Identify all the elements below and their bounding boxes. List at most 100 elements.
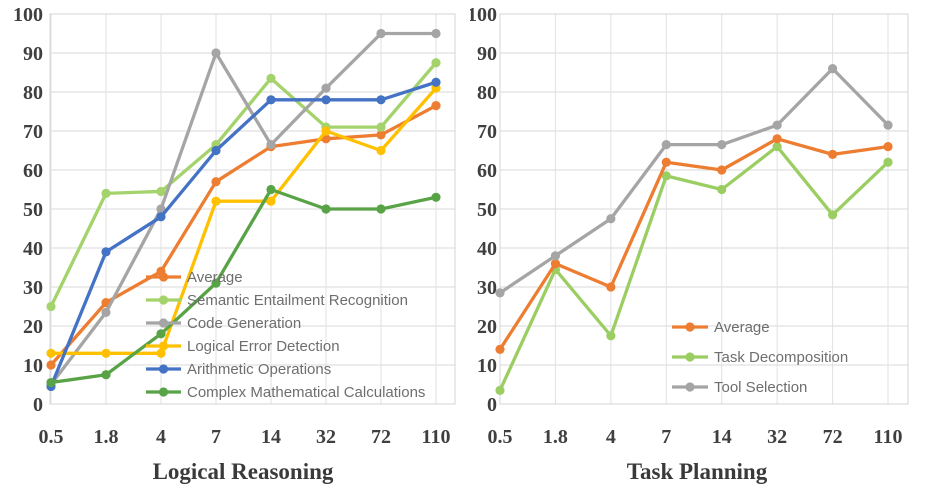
y-tick-label: 0 bbox=[33, 394, 43, 416]
data-point bbox=[717, 165, 727, 175]
x-tick-label: 4 bbox=[606, 426, 616, 448]
legend-marker-dot bbox=[158, 318, 169, 328]
x-tick-label: 110 bbox=[422, 426, 451, 448]
data-point bbox=[495, 288, 505, 298]
legend-label: Tool Selection bbox=[714, 379, 807, 396]
series-line bbox=[49, 80, 438, 389]
y-tick-label: 30 bbox=[477, 277, 497, 299]
legend-item-arithmetic-operations: Arithmetic Operations bbox=[146, 361, 331, 378]
data-point bbox=[266, 196, 276, 206]
series-line bbox=[498, 66, 890, 295]
data-point bbox=[101, 370, 111, 380]
x-tick-label: 7 bbox=[661, 426, 671, 448]
y-tick-label: 50 bbox=[477, 199, 497, 221]
data-point bbox=[376, 130, 386, 140]
x-tick-label: 110 bbox=[874, 426, 903, 448]
data-point bbox=[376, 145, 386, 156]
data-point bbox=[266, 95, 276, 105]
data-point bbox=[266, 184, 276, 195]
x-tick-label: 1.8 bbox=[94, 426, 119, 448]
data-point bbox=[376, 28, 386, 39]
data-point bbox=[606, 331, 616, 341]
data-point bbox=[266, 73, 276, 83]
data-point bbox=[883, 142, 893, 152]
data-point bbox=[827, 149, 838, 159]
y-tick-label: 100 bbox=[13, 4, 43, 26]
series-line bbox=[498, 137, 890, 352]
y-tick-label: 60 bbox=[477, 160, 497, 182]
data-point bbox=[156, 204, 166, 214]
x-tick-label: 14 bbox=[712, 426, 732, 448]
data-point bbox=[606, 214, 616, 224]
legend-marker-dot bbox=[685, 382, 695, 392]
y-tick-label: 90 bbox=[23, 43, 43, 65]
legend-marker-dot bbox=[685, 322, 695, 332]
plot-border bbox=[49, 13, 456, 405]
y-tick-label: 40 bbox=[23, 238, 43, 260]
task-planning-chart: 0 10 20 30 40 50 60 70 80 90 100 0.5 1.8 4 7 14 32 72 110 A… bbox=[470, 0, 940, 492]
data-point bbox=[717, 140, 727, 150]
x-tick-label: 7 bbox=[211, 426, 221, 448]
series-line bbox=[49, 86, 438, 355]
legend-label: Semantic Entailment Recognition bbox=[187, 292, 408, 309]
data-point bbox=[321, 126, 331, 136]
data-point bbox=[266, 140, 276, 150]
data-point bbox=[661, 140, 671, 150]
data-point bbox=[376, 204, 386, 214]
series-semantic-entailment-recognition bbox=[46, 58, 441, 312]
y-tick-label: 10 bbox=[23, 355, 43, 377]
data-point bbox=[431, 28, 441, 39]
y-tick-label: 40 bbox=[477, 238, 497, 260]
data-point bbox=[883, 120, 893, 130]
legend-item-semantic-entailment-recognition: Semantic Entailment Recognition bbox=[146, 292, 408, 309]
data-point bbox=[661, 171, 671, 181]
data-point bbox=[717, 184, 727, 195]
data-point bbox=[321, 204, 331, 214]
data-point bbox=[156, 186, 166, 197]
x-tick-label: 32 bbox=[316, 426, 336, 448]
legend-label: Logical Error Detection bbox=[187, 338, 340, 355]
legend-item-tool-selection: Tool Selection bbox=[672, 379, 807, 396]
legend: Average Task Decomposition Tool Selection bbox=[672, 319, 848, 396]
logical-reasoning-plot-area: 0 10 20 30 40 50 60 70 80 90 100 0.5 1.8 4 7 14 32 72 110 A… bbox=[13, 4, 456, 484]
series-average bbox=[495, 134, 893, 354]
series-task-decomposition bbox=[495, 142, 893, 395]
data-point bbox=[431, 192, 441, 202]
data-point bbox=[211, 145, 221, 156]
series-line bbox=[49, 61, 438, 309]
data-point bbox=[495, 385, 505, 395]
y-tick-label: 80 bbox=[477, 82, 497, 104]
legend-label: Average bbox=[714, 319, 770, 336]
logical-reasoning-chart: 0 10 20 30 40 50 60 70 80 90 100 0.5 1.8 4 7 14 32 72 110 A… bbox=[13, 4, 456, 484]
data-point bbox=[772, 134, 782, 144]
task-planning-plot-area: 0 10 20 30 40 50 60 70 80 90 100 0.5 1.8 4 7 14 32 72 110 A… bbox=[470, 4, 909, 484]
legend-item-average: Average bbox=[146, 269, 243, 286]
y-tick-label: 20 bbox=[23, 316, 43, 338]
data-point bbox=[431, 101, 441, 111]
data-point bbox=[772, 142, 782, 152]
legend-item-code-generation: Code Generation bbox=[146, 315, 301, 332]
legend: Average Semantic Entailment Recognition Co… bbox=[146, 269, 425, 401]
data-point bbox=[550, 259, 561, 269]
data-point bbox=[827, 64, 838, 74]
data-point bbox=[376, 95, 386, 105]
data-point bbox=[431, 77, 441, 87]
legend-item-logical-error-detection: Logical Error Detection bbox=[146, 338, 340, 355]
legend-item-complex-mathematical-calculations: Complex Mathematical Calculations bbox=[146, 384, 425, 401]
legend-label: Code Generation bbox=[187, 315, 301, 332]
data-point bbox=[46, 301, 56, 312]
data-point bbox=[46, 377, 56, 388]
series-line bbox=[49, 187, 438, 385]
data-point bbox=[772, 120, 782, 130]
series-line bbox=[49, 31, 438, 387]
legend-marker-dot bbox=[158, 272, 169, 282]
legend-label: Complex Mathematical Calculations bbox=[187, 384, 425, 401]
data-point bbox=[495, 344, 505, 354]
x-tick-label: 4 bbox=[156, 426, 166, 448]
x-tick-label: 0.5 bbox=[39, 426, 64, 448]
legend-marker-dot bbox=[158, 295, 169, 305]
data-point bbox=[101, 348, 111, 358]
data-point bbox=[101, 307, 111, 317]
data-point bbox=[211, 177, 221, 187]
